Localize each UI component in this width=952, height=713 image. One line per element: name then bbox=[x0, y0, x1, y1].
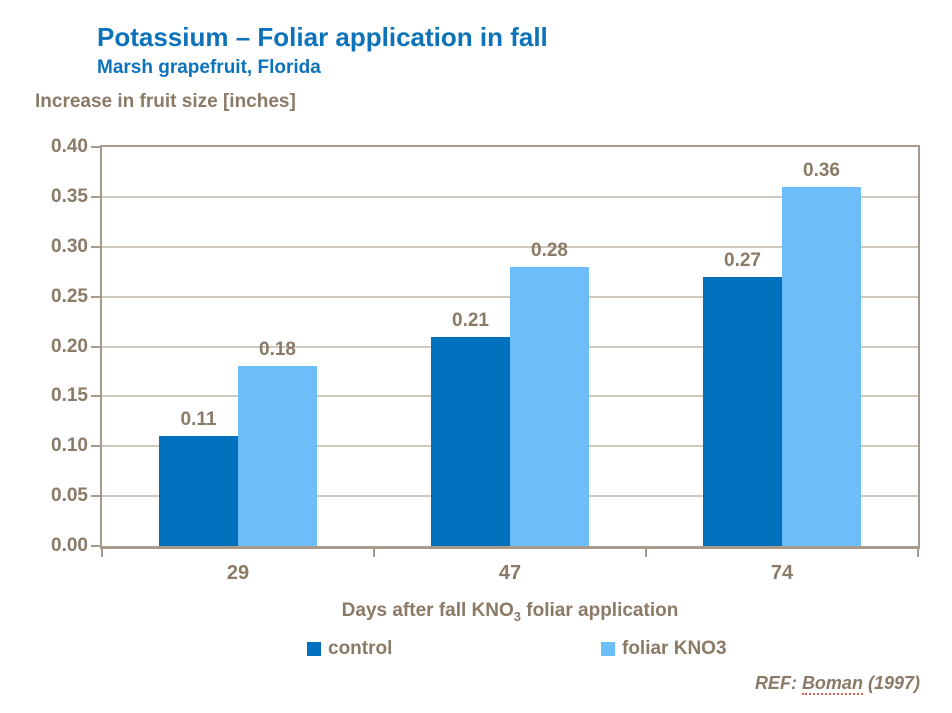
y-axis-tick-label: 0.10 bbox=[51, 435, 88, 457]
y-axis-tick-label: 0.25 bbox=[51, 285, 88, 307]
y-axis-tick-label: 0.20 bbox=[51, 335, 88, 357]
y-axis-tick-mark bbox=[91, 445, 100, 448]
category-axis-title: Days after fall KNO3 foliar application bbox=[102, 600, 918, 624]
y-axis-tick-mark bbox=[91, 345, 100, 348]
bar-control bbox=[431, 337, 510, 546]
legend: control foliar KNO3 bbox=[0, 638, 952, 664]
y-axis-tick-mark bbox=[91, 545, 100, 547]
bar-value-label: 0.28 bbox=[531, 240, 568, 261]
y-axis-tick-mark bbox=[91, 495, 100, 498]
chart-subtitle: Marsh grapefruit, Florida bbox=[97, 57, 321, 78]
y-axis-tick-label: 0.15 bbox=[51, 385, 88, 407]
bar-foliar-kno3 bbox=[510, 267, 589, 546]
reference-prefix: REF: bbox=[754, 673, 802, 693]
reference-year: (1997) bbox=[862, 673, 920, 693]
y-axis-tick-label: 0.40 bbox=[51, 136, 88, 157]
y-axis-tick-mark bbox=[91, 146, 100, 148]
legend-swatch bbox=[307, 642, 321, 656]
x-axis-tick-mark bbox=[645, 549, 647, 557]
y-axis-tick-mark bbox=[91, 245, 100, 248]
x-axis-tick-mark bbox=[373, 549, 375, 557]
legend-item-control: control bbox=[307, 638, 392, 660]
reference-author: Boman bbox=[801, 673, 863, 695]
bar-value-label: 0.36 bbox=[803, 160, 840, 181]
value-axis-title: Increase in fruit size [inches] bbox=[35, 91, 296, 112]
reference-note: REF: Boman (1997) bbox=[754, 673, 920, 695]
bar-foliar-kno3 bbox=[238, 366, 317, 546]
y-axis-tick-mark bbox=[91, 395, 100, 398]
y-axis-tick-label: 0.00 bbox=[51, 535, 88, 556]
bar-control bbox=[703, 277, 782, 546]
legend-item-foliar-kno3: foliar KNO3 bbox=[601, 638, 727, 660]
bar-value-label: 0.18 bbox=[259, 339, 296, 360]
y-axis-tick-label: 0.05 bbox=[51, 485, 88, 507]
category-axis-title-text-tail: foliar application bbox=[521, 600, 679, 621]
bar-value-label: 0.27 bbox=[724, 250, 761, 271]
chart-title: Potassium – Foliar application in fall bbox=[97, 22, 548, 52]
gridline bbox=[102, 245, 918, 248]
gridline bbox=[102, 195, 918, 198]
legend-label: control bbox=[328, 638, 393, 659]
category-axis-title-text: Days after fall KNO bbox=[341, 600, 514, 621]
x-axis-tick-mark bbox=[101, 549, 103, 557]
plot-area: 0.11 0.18 0.21 0.28 0.27 0.36 bbox=[100, 145, 920, 549]
x-axis-tick-mark bbox=[917, 549, 919, 557]
legend-swatch bbox=[601, 642, 615, 656]
y-axis-tick-mark bbox=[91, 295, 100, 298]
category-label: 29 bbox=[226, 562, 250, 584]
bar-control bbox=[159, 436, 238, 546]
bar-value-label: 0.11 bbox=[180, 409, 217, 430]
category-label: 47 bbox=[498, 562, 522, 584]
category-label: 74 bbox=[770, 562, 794, 584]
bar-value-label: 0.21 bbox=[452, 310, 489, 331]
y-axis-tick-label: 0.30 bbox=[51, 235, 88, 257]
category-axis-title-subscript: 3 bbox=[513, 608, 522, 624]
bar-foliar-kno3 bbox=[782, 187, 861, 546]
y-axis-tick-label: 0.35 bbox=[51, 185, 88, 207]
y-axis-tick-mark bbox=[91, 195, 100, 198]
legend-label: foliar KNO3 bbox=[622, 638, 727, 659]
